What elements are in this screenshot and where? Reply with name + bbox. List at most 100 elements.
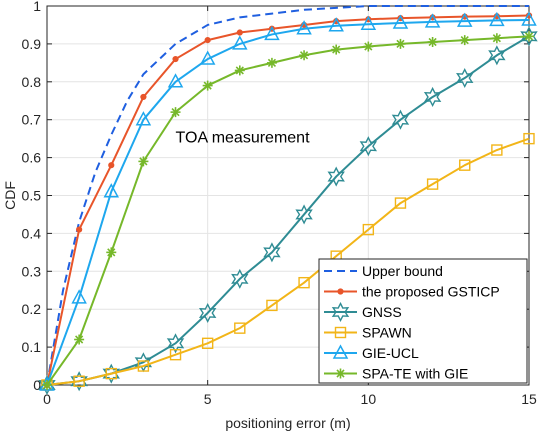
data-point (74, 334, 85, 345)
data-point (491, 144, 503, 156)
series-line (46, 137, 530, 386)
x-axis: 0 5 10 15 (43, 6, 537, 407)
series-5 (42, 31, 534, 390)
series-line (46, 5, 529, 386)
legend-label: GIE-UCL (362, 345, 419, 361)
data-point (423, 86, 442, 108)
data-point-stroke (524, 32, 534, 41)
series-layer (38, 5, 538, 396)
data-point-stroke (235, 66, 244, 75)
data-point (392, 14, 409, 29)
data-point (137, 360, 150, 372)
data-point (456, 67, 474, 89)
data-point-stroke (267, 58, 277, 67)
data-point (201, 337, 214, 350)
data-point (328, 17, 344, 32)
legend-swatch-marker (332, 344, 349, 359)
data-point-stroke (299, 51, 309, 60)
data-point (489, 11, 505, 27)
data-point (459, 159, 471, 171)
legend-swatch-marker-stroke (336, 369, 345, 378)
legend-label: the proposed GSTICP (362, 284, 500, 300)
data-point (331, 44, 342, 55)
data-point (524, 31, 534, 42)
data-point (167, 73, 184, 88)
data-point (520, 26, 538, 47)
data-point (459, 35, 470, 46)
x-tick-label: 5 (204, 391, 212, 407)
data-point (166, 333, 185, 354)
y-axis-label: CDF (2, 181, 18, 210)
data-point (38, 374, 56, 396)
data-point (199, 50, 216, 65)
legend-label: SPAWN (362, 325, 412, 341)
data-point (76, 226, 83, 233)
data-point (360, 15, 377, 30)
y-tick-label: 0.2 (22, 301, 42, 317)
x-axis-label: positioning error (m) (225, 415, 350, 431)
data-point (103, 183, 120, 198)
y-tick-label: 0.7 (22, 112, 42, 128)
data-point (234, 322, 246, 334)
data-point (42, 380, 52, 390)
data-point (263, 242, 281, 263)
legend-swatch-marker (335, 368, 346, 379)
y-tick-label: 0.6 (22, 150, 42, 166)
data-point (70, 371, 88, 392)
data-point (488, 45, 506, 66)
data-point (296, 20, 312, 35)
data-point (395, 38, 406, 49)
data-point (169, 348, 182, 361)
x-tick-label: 10 (361, 391, 377, 407)
data-point-stroke (171, 108, 180, 117)
data-point-stroke (460, 36, 469, 45)
data-point (232, 35, 248, 50)
data-point (170, 107, 181, 118)
y-tick-label: 0.8 (22, 74, 42, 90)
series-line (46, 35, 530, 386)
data-point-stroke (139, 157, 148, 166)
data-point (138, 156, 149, 167)
data-point (521, 11, 537, 26)
legend-swatch-marker (337, 288, 344, 295)
x-tick-label: 0 (43, 391, 51, 407)
data-point (266, 57, 277, 68)
data-point (106, 247, 117, 258)
data-point-stroke (203, 81, 212, 90)
data-point (266, 299, 278, 312)
legend-box (318, 258, 528, 384)
data-point (363, 41, 374, 52)
data-point-stroke (396, 39, 405, 49)
data-point (391, 109, 410, 130)
data-point (427, 37, 438, 48)
data-point (202, 80, 213, 91)
series-line (46, 35, 530, 386)
data-point-stroke (42, 380, 52, 390)
data-point (424, 13, 441, 28)
legend-label: GNSS (362, 304, 402, 320)
data-point (491, 33, 502, 44)
series-line (46, 14, 530, 386)
data-point (426, 178, 439, 190)
data-point (71, 289, 87, 304)
y-tick-label: 0.1 (22, 339, 42, 355)
legend: Upper bound the proposed GSTICP GNSS SPAWN G… (318, 258, 528, 384)
data-point (327, 166, 345, 187)
data-point (394, 197, 407, 209)
y-tick-label: 0.9 (22, 36, 42, 52)
x-tick-label: 15 (521, 391, 537, 407)
data-point (523, 132, 535, 145)
data-point (135, 111, 152, 126)
data-point-stroke (364, 42, 373, 51)
data-point (105, 367, 117, 380)
data-point (231, 268, 249, 289)
data-point-stroke (332, 45, 341, 54)
data-point (299, 50, 310, 61)
y-tick-label: 0.4 (22, 225, 42, 241)
y-tick-label: 1 (33, 0, 41, 14)
y-tick-label: 0.5 (22, 188, 42, 204)
data-point (102, 363, 120, 384)
legend-label: SPA-TE with GIE (362, 366, 468, 382)
data-point (236, 29, 243, 36)
